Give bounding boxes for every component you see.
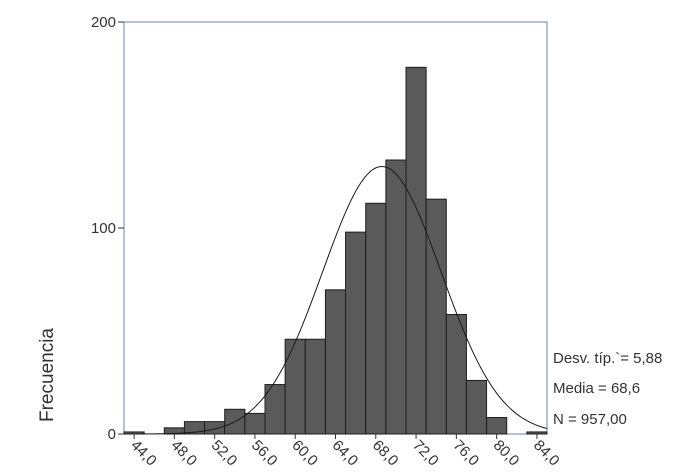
histogram-bar bbox=[405, 66, 427, 435]
histogram-bar bbox=[526, 431, 548, 435]
x-tick-label: 52,0 bbox=[208, 437, 241, 470]
histogram-bar bbox=[204, 421, 226, 435]
histogram-bar bbox=[445, 314, 467, 435]
x-tick-label: 80,0 bbox=[490, 437, 523, 470]
normal-curve bbox=[124, 166, 548, 435]
x-tick-label: 84,0 bbox=[530, 437, 563, 470]
histogram-bar bbox=[425, 198, 447, 435]
histogram-bar bbox=[465, 379, 488, 435]
stat-mean: Media = 68,6 bbox=[553, 380, 640, 397]
histogram-bar bbox=[244, 412, 266, 435]
x-tick-label: 76,0 bbox=[450, 437, 483, 470]
x-tick-label: 56,0 bbox=[248, 437, 281, 470]
x-tick-label: 68,0 bbox=[369, 437, 402, 470]
x-tick-label: 44,0 bbox=[127, 437, 160, 470]
stat-n: N = 957,00 bbox=[553, 411, 627, 428]
histogram-bar bbox=[345, 231, 367, 435]
histogram-bar bbox=[365, 202, 387, 435]
histogram-bar bbox=[304, 338, 326, 435]
x-tick-label: 60,0 bbox=[288, 437, 321, 470]
x-tick-label: 72,0 bbox=[409, 437, 442, 470]
histogram-bar bbox=[486, 417, 508, 435]
x-tick-label: 64,0 bbox=[329, 437, 362, 470]
y-tick-label: 0 bbox=[108, 426, 116, 443]
y-tick-label: 200 bbox=[91, 14, 116, 31]
y-axis-ticks: 0 100 200 bbox=[91, 14, 124, 443]
histogram-bar bbox=[324, 289, 347, 435]
histogram-bar bbox=[385, 159, 407, 435]
y-axis-label: Frecuencia bbox=[37, 328, 58, 422]
y-tick-label: 100 bbox=[91, 220, 116, 237]
x-tick-label: 48,0 bbox=[168, 437, 201, 470]
bars-group bbox=[123, 66, 548, 435]
x-axis-ticks: 44,0 48,0 52,0 56,0 60,0 64,0 68,0 72,0 76,0 80,0… bbox=[127, 434, 563, 469]
histogram-bar bbox=[284, 338, 306, 435]
stat-std-dev: Desv. típ.`= 5,88 bbox=[553, 350, 662, 367]
